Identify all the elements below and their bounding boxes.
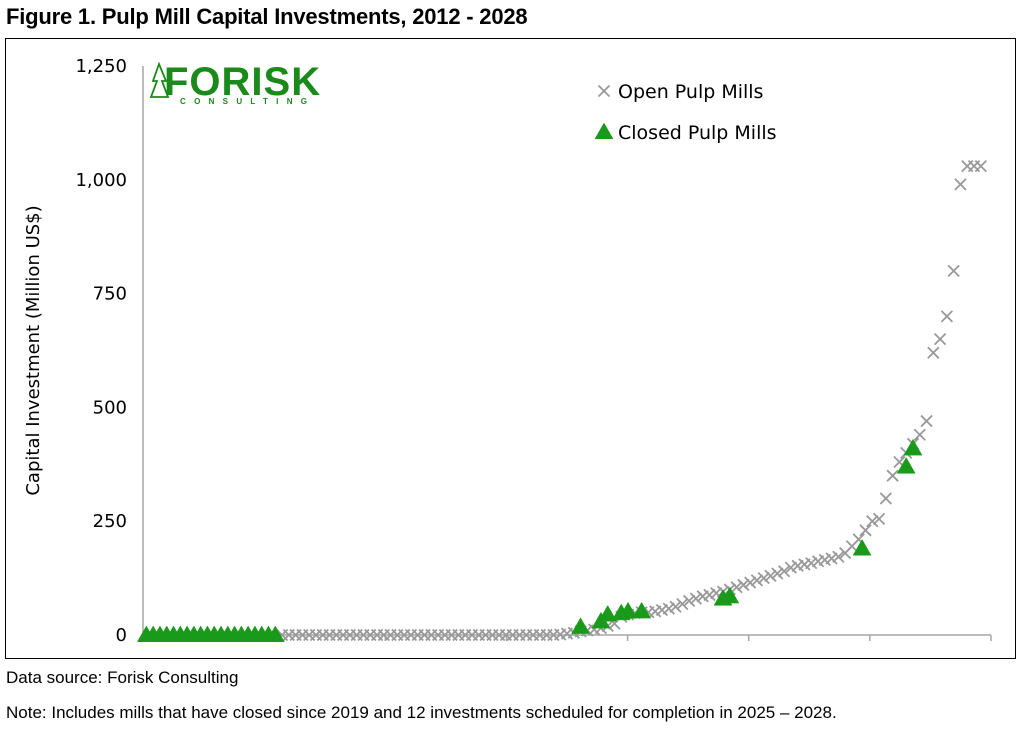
open-mill-point [866, 515, 879, 528]
closed-mill-point [571, 617, 590, 634]
closed-mill-point [896, 457, 916, 474]
y-tick-label: 750 [93, 284, 127, 305]
logo-brand: FORISK [164, 60, 321, 104]
open-mill-point [777, 565, 791, 578]
open-mill-point [750, 574, 764, 587]
open-mill-point [771, 567, 784, 580]
open-mill-point [859, 524, 872, 537]
y-tick-label: 0 [116, 625, 127, 646]
open-mill-point [933, 332, 947, 346]
y-tick-label: 1,000 [75, 170, 127, 191]
open-mill-point [676, 597, 689, 611]
open-mill-point [879, 492, 892, 505]
open-mill-point [682, 594, 696, 607]
y-axis-label: Capital Investment (Million US$) [23, 205, 44, 495]
logo-tree-icon [149, 61, 170, 98]
closed-mill-point [903, 438, 923, 456]
scatter-plot: 0 250 500 750 1,000 1,250 Capital Investment (… [23, 56, 992, 646]
open-mill-point [920, 414, 933, 428]
methodology-note: Note: Includes mills that have closed si… [6, 703, 837, 722]
chart-frame: 0 250 500 750 1,000 1,250 Capital Investment (… [5, 38, 1016, 659]
open-mill-point [974, 160, 987, 173]
figure-title: Figure 1. Pulp Mill Capital Investments,… [6, 4, 528, 29]
open-mill-point [940, 310, 954, 323]
open-mill-point [730, 581, 743, 594]
open-mill-point [947, 264, 960, 277]
closed-mill-point [852, 539, 872, 556]
open-mill-point [886, 469, 899, 482]
open-mill-point [832, 550, 845, 563]
logo-subtitle: CONSULTING [180, 97, 315, 106]
open-mill-point [744, 576, 757, 589]
y-tick-label: 1,250 [75, 56, 127, 77]
closed-mill-point [265, 625, 285, 642]
legend-closed-label: Closed Pulp Mills [618, 122, 777, 144]
open-mill-point [954, 178, 967, 191]
open-mill-point [669, 600, 682, 613]
closed-mill-point [632, 601, 652, 619]
open-mill-point [737, 578, 750, 592]
open-mill-point [757, 571, 770, 585]
legend-closed-marker [594, 122, 614, 139]
closed-mill-point [720, 586, 740, 604]
open-mill-point [927, 346, 940, 359]
closed-mill-point [598, 605, 618, 622]
legend-open-label: Open Pulp Mills [618, 81, 763, 103]
open-mill-point [872, 512, 886, 526]
open-mill-point [913, 428, 926, 441]
y-tick-label: 250 [93, 511, 127, 532]
legend-open-marker [597, 84, 611, 98]
closed-mill-point [618, 601, 638, 619]
data-source-note: Data source: Forisk Consulting [6, 668, 239, 687]
y-tick-label: 500 [93, 397, 127, 418]
open-mill-point [689, 592, 703, 605]
open-mill-point [764, 569, 777, 582]
